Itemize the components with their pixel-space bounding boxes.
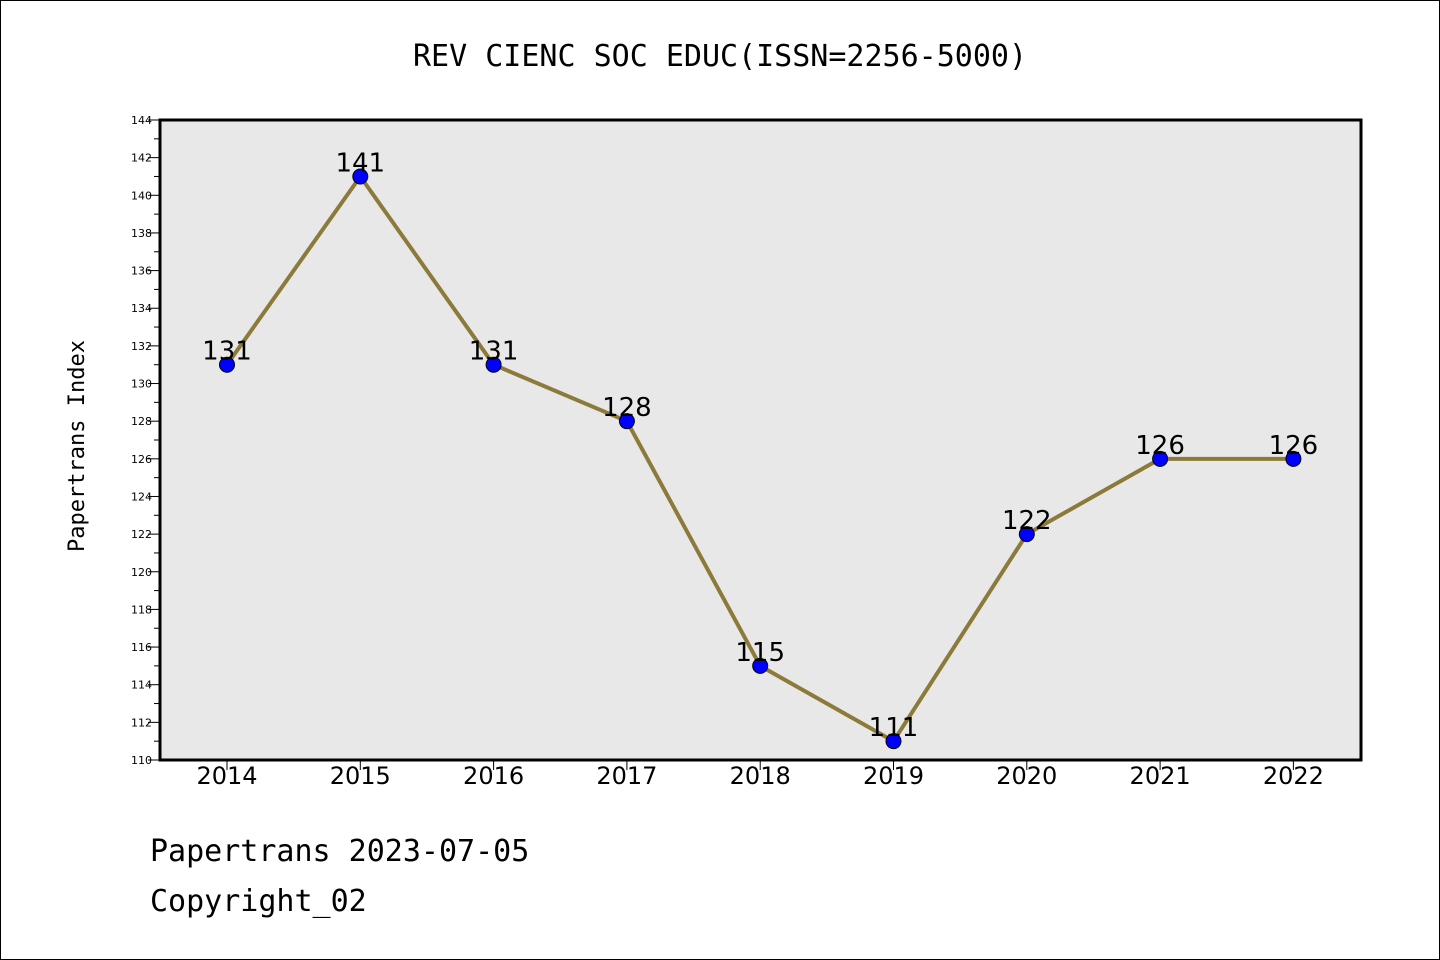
y-tick-label: 136	[131, 265, 152, 278]
footer-date-line: Papertrans 2023-07-05	[150, 834, 530, 869]
y-tick-label: 130	[131, 378, 152, 391]
data-label: 111	[869, 713, 919, 743]
x-tick-label: 2022	[1263, 762, 1324, 790]
data-label: 141	[335, 148, 385, 178]
y-tick-label: 124	[131, 490, 152, 503]
data-point	[752, 657, 769, 674]
y-tick-label: 138	[131, 227, 152, 240]
data-point	[352, 168, 369, 185]
data-point	[1152, 450, 1169, 467]
x-tick-label: 2019	[863, 762, 924, 790]
y-tick-label: 118	[131, 603, 152, 616]
chart-title: REV CIENC SOC EDUC(ISSN=2256-5000)	[413, 39, 1027, 74]
data-label: 126	[1135, 431, 1185, 461]
y-tick-label: 142	[131, 152, 152, 165]
data-point	[1285, 450, 1302, 467]
y-axis-label: Papertrans Index	[65, 340, 90, 552]
data-label: 131	[202, 337, 252, 367]
data-point	[885, 733, 902, 750]
y-tick-label: 122	[131, 528, 152, 541]
data-point	[485, 356, 502, 373]
y-tick-label: 112	[131, 716, 152, 729]
data-point	[1018, 526, 1035, 543]
y-tick-label: 120	[131, 566, 152, 579]
data-label: 122	[1002, 506, 1052, 536]
data-points-group	[219, 168, 1302, 750]
y-tick-label: 144	[131, 114, 152, 127]
footer-copyright-line: Copyright_02	[150, 884, 367, 919]
plot-area	[158, 118, 1363, 762]
x-tick-label: 2015	[330, 762, 391, 790]
x-tick-label: 2016	[463, 762, 524, 790]
y-axis-ticks: 110 112 114 116 118 120 122 124 126 128 130 132 134 1…	[131, 114, 160, 767]
x-tick-label: 2020	[996, 762, 1057, 790]
x-tick-label: 2021	[1130, 762, 1191, 790]
y-tick-label: 126	[131, 453, 152, 466]
data-point	[618, 413, 635, 430]
y-tick-label: 110	[131, 754, 152, 767]
x-tick-label: 2017	[596, 762, 657, 790]
data-point	[219, 356, 235, 373]
data-label: 126	[1269, 431, 1319, 461]
x-tick-label: 2018	[730, 762, 791, 790]
data-label: 131	[469, 337, 519, 367]
data-label: 128	[602, 393, 652, 423]
x-axis-ticks: 2014 2015 2016 2017 2018 2019 2020 2021 2022	[196, 760, 1324, 790]
y-tick-label: 132	[131, 340, 152, 353]
y-tick-label: 140	[131, 189, 152, 202]
x-tick-label: 2014	[196, 762, 257, 790]
y-tick-label: 114	[131, 679, 152, 692]
y-tick-label: 116	[131, 641, 152, 654]
y-tick-label: 128	[131, 415, 152, 428]
data-label: 115	[735, 638, 785, 668]
data-labels-group: 131 141 131 128 115 111 122 126 126	[202, 148, 1318, 743]
y-tick-label: 134	[131, 302, 152, 315]
